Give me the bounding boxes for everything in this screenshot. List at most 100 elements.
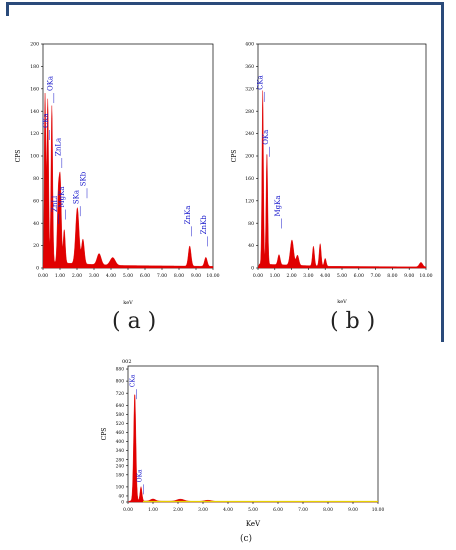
y-tick-label-b-6: 240 — [245, 131, 254, 137]
y-tick-label-b-1: 40 — [248, 243, 254, 249]
y-tick-label-c-5: 280 — [116, 458, 125, 463]
x-tick-label-c-3: 3.00 — [198, 508, 208, 513]
x-tick-label-a-8: 8.00 — [174, 273, 184, 279]
y-axis-label-a: CPS — [15, 150, 22, 163]
y-tick-label-c-12: 720 — [116, 392, 125, 397]
y-tick-label-b-7: 280 — [245, 109, 254, 115]
x-tick-label-b-3: 3.00 — [303, 273, 313, 279]
y-tick-label-a-6: 120 — [30, 131, 39, 137]
y-tick-label-c-3: 180 — [116, 473, 125, 478]
plot-area-b — [257, 43, 427, 269]
y-tick-label-a-1: 20 — [33, 243, 39, 249]
figure-frame-left — [6, 2, 9, 16]
x-tick-label-c-2: 2.00 — [173, 508, 183, 513]
x-tick-label-c-6: 6.00 — [273, 508, 283, 513]
x-tick-label-b-8: 8.00 — [387, 273, 397, 279]
y-tick-label-b-9: 360 — [245, 64, 254, 70]
x-tick-label-b-10: 10.00 — [419, 273, 432, 279]
x-tick-label-c-4: 4.00 — [223, 508, 233, 513]
caption-a: ( a ) — [112, 309, 157, 334]
y-tick-label-b-4: 160 — [245, 176, 254, 182]
x-tick-label-c-10: 10.00 — [372, 508, 385, 513]
x-tick-label-b-1: 1.00 — [270, 273, 280, 279]
y-tick-label-a-8: 160 — [30, 86, 39, 92]
x-tick-label-a-1: 1.00 — [55, 273, 65, 279]
x-tick-label-b-4: 4.00 — [320, 273, 330, 279]
figure-frame — [6, 2, 444, 342]
peak-label-a-1: OKa — [46, 76, 54, 91]
plot-area-c — [127, 365, 379, 503]
peak-label-a-0: CKa — [42, 113, 50, 128]
peak-label-a-2: ZnLa — [54, 138, 62, 156]
y-tick-label-c-14: 880 — [116, 368, 125, 373]
x-tick-label-a-5: 5.00 — [123, 273, 133, 279]
x-tick-label-a-2: 2.00 — [72, 273, 82, 279]
y-tick-label-b-8: 320 — [245, 86, 254, 92]
y-tick-label-a-10: 200 — [30, 42, 39, 48]
y-tick-label-c-8: 460 — [116, 431, 125, 436]
peak-label-a-5: SKa — [73, 190, 81, 204]
peak-label-a-8: ZnKb — [200, 215, 208, 235]
caption-c: (c) — [240, 534, 253, 544]
y-tick-label-c-10: 580 — [116, 413, 125, 418]
x-tick-label-b-5: 5.00 — [337, 273, 347, 279]
spectrum-area-c — [127, 394, 379, 503]
peak-label-b-2: MgKa — [274, 195, 282, 216]
y-axis-label-b: CPS — [231, 150, 238, 163]
y-tick-label-c-6: 340 — [116, 449, 125, 454]
x-tick-label-b-2: 2.00 — [286, 273, 296, 279]
y-tick-label-a-4: 80 — [33, 176, 39, 182]
peak-label-a-3: ZnLl — [51, 195, 59, 212]
x-tick-label-a-4: 4.00 — [106, 273, 116, 279]
x-tick-label-b-6: 6.00 — [354, 273, 364, 279]
peak-label-a-4: MgKa — [58, 186, 66, 207]
y-tick-label-c-1: 40 — [118, 495, 124, 500]
y-tick-label-c-4: 240 — [116, 464, 125, 469]
y-tick-label-b-3: 120 — [245, 198, 254, 204]
spectrum-area-a — [42, 93, 214, 269]
y-tick-label-c-11: 640 — [116, 404, 125, 409]
peak-label-b-0: CKa — [257, 75, 265, 90]
top-label-c: 002 — [122, 359, 132, 365]
x-tick-label-c-5: 5.00 — [248, 508, 258, 513]
y-tick-label-c-0: 0 — [121, 501, 124, 506]
y-tick-label-b-2: 80 — [248, 221, 254, 227]
y-tick-label-c-9: 520 — [116, 422, 125, 427]
x-tick-label-b-0: 0.00 — [253, 273, 263, 279]
y-tick-label-c-13: 800 — [116, 380, 125, 385]
x-tick-label-b-9: 9.00 — [404, 273, 414, 279]
peak-label-c-1: OKa — [137, 469, 144, 482]
y-tick-label-b-0: 0 — [251, 266, 254, 272]
x-tick-label-a-9: 9.00 — [191, 273, 201, 279]
x-axis-label-b: keV — [337, 299, 347, 305]
x-tick-label-c-7: 7.00 — [298, 508, 308, 513]
x-axis-label-c: KeV — [246, 520, 261, 528]
spectrum-area-b — [257, 90, 427, 269]
y-tick-label-c-7: 400 — [116, 440, 125, 445]
x-tick-label-a-7: 7.00 — [157, 273, 167, 279]
peak-label-a-6: SKb — [80, 171, 88, 186]
x-axis-label-a: keV — [123, 300, 133, 306]
x-tick-label-b-7: 7.00 — [370, 273, 380, 279]
y-tick-label-a-0: 0 — [36, 266, 39, 272]
plot-area-a — [42, 43, 214, 269]
x-tick-label-a-3: 3.00 — [89, 273, 99, 279]
x-tick-label-a-10: 10.00 — [206, 273, 219, 279]
x-tick-label-c-0: 0.00 — [123, 508, 133, 513]
y-tick-label-a-7: 140 — [30, 109, 39, 115]
x-tick-label-c-8: 8.00 — [323, 508, 333, 513]
y-tick-label-a-2: 40 — [33, 221, 39, 227]
y-axis-label-c: CPS — [101, 428, 108, 441]
peak-label-a-7: ZnKa — [184, 206, 192, 225]
peak-label-c-0: CKa — [130, 374, 137, 387]
x-tick-label-a-6: 6.00 — [140, 273, 150, 279]
y-tick-label-b-5: 200 — [245, 154, 254, 160]
y-tick-label-a-5: 100 — [30, 154, 39, 160]
caption-b: ( b ) — [330, 309, 376, 334]
peak-label-b-1: OKa — [262, 130, 270, 145]
y-tick-label-c-2: 100 — [116, 485, 125, 490]
x-tick-label-a-0: 0.00 — [38, 273, 48, 279]
x-tick-label-c-9: 9.00 — [348, 508, 358, 513]
y-tick-label-a-9: 180 — [30, 64, 39, 70]
